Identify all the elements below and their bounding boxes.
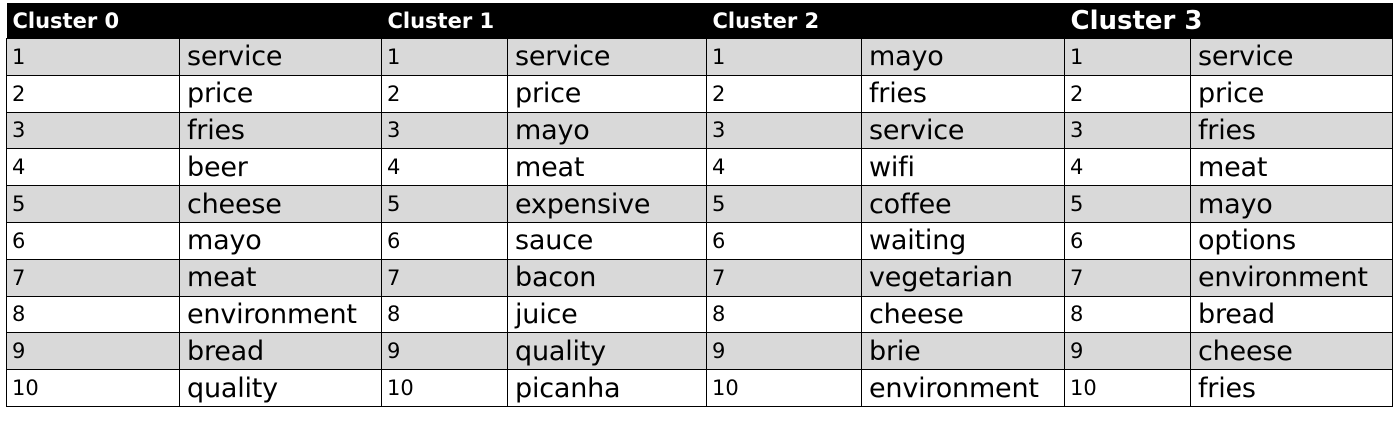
cluster-1-rank-cell: 7 <box>381 258 508 297</box>
cluster-2-header: Cluster 2 <box>706 3 1065 39</box>
cluster-0-term-cell: environment <box>179 295 382 334</box>
cluster-3-header: Cluster 3 <box>1064 3 1393 39</box>
cluster-0-term-cell: fries <box>179 111 382 150</box>
cluster-2-term-cell: mayo <box>861 38 1065 76</box>
cluster-2-term-cell: environment <box>861 369 1065 407</box>
cluster-2-term-cell: waiting <box>861 221 1065 260</box>
cluster-0-term-cell: service <box>179 38 382 76</box>
cluster-1-rank-cell: 6 <box>381 221 508 260</box>
cluster-1-term-cell: bacon <box>507 258 707 297</box>
table-row: 2 price 2 price 2 fries 2 price <box>6 74 1394 113</box>
cluster-0-rank-cell: 5 <box>6 185 180 223</box>
cluster-0-rank-cell: 9 <box>6 332 180 371</box>
cluster-3-rank-cell: 4 <box>1064 148 1191 187</box>
cluster-0-header: Cluster 0 <box>6 3 382 39</box>
table-row: 10 quality 10 picanha 10 environment 10 fries <box>6 369 1394 407</box>
cluster-0-term-cell: cheese <box>179 185 382 223</box>
cluster-3-rank-cell: 1 <box>1064 38 1191 76</box>
cluster-2-term-cell: service <box>861 111 1065 150</box>
cluster-3-rank-cell: 5 <box>1064 185 1191 223</box>
cluster-3-term-cell: fries <box>1189 369 1394 407</box>
cluster-1-term-cell: quality <box>507 332 707 371</box>
cluster-2-rank-cell: 5 <box>706 185 862 223</box>
table-row: 6 mayo 6 sauce 6 waiting 6 options <box>6 221 1394 260</box>
cluster-1-term-cell: expensive <box>507 185 707 223</box>
cluster-1-term-cell: sauce <box>507 221 707 260</box>
table-row: 7 meat 7 bacon 7 vegetarian 7 environment <box>6 258 1394 297</box>
table-row: 3 fries 3 mayo 3 service 3 fries <box>6 111 1394 150</box>
cluster-3-rank-cell: 9 <box>1064 332 1191 371</box>
cluster-0-rank-cell: 8 <box>6 295 180 334</box>
cluster-0-rank-cell: 10 <box>6 369 180 407</box>
cluster-2-rank-cell: 9 <box>706 332 862 371</box>
cluster-1-term-cell: juice <box>507 295 707 334</box>
table-body: 1 service 1 service 1 mayo 1 service 2 price 2 pric… <box>6 38 1394 407</box>
cluster-3-rank-cell: 6 <box>1064 221 1191 260</box>
cluster-1-term-cell: meat <box>507 148 707 187</box>
header-row: Cluster 0 Cluster 1 Cluster 2 Cluster 3 <box>6 3 1393 39</box>
cluster-2-rank-cell: 8 <box>706 295 862 334</box>
cluster-0-rank-cell: 4 <box>6 148 180 187</box>
cluster-3-rank-cell: 8 <box>1064 295 1191 334</box>
cluster-2-rank-cell: 6 <box>706 221 862 260</box>
cluster-0-rank-cell: 1 <box>6 38 180 76</box>
cluster-3-rank-cell: 7 <box>1064 258 1191 297</box>
cluster-1-rank-cell: 1 <box>381 38 508 76</box>
cluster-3-term-cell: service <box>1189 38 1394 76</box>
cluster-0-rank-cell: 3 <box>6 111 180 150</box>
cluster-3-rank-cell: 3 <box>1064 111 1191 150</box>
cluster-3-term-cell: environment <box>1189 258 1394 297</box>
cluster-2-rank-cell: 7 <box>706 258 862 297</box>
table-row: 1 service 1 service 1 mayo 1 service <box>6 38 1394 76</box>
cluster-2-rank-cell: 4 <box>706 148 862 187</box>
cluster-0-rank-cell: 6 <box>6 221 180 260</box>
cluster-2-rank-cell: 10 <box>706 369 862 407</box>
cluster-1-rank-cell: 8 <box>381 295 508 334</box>
cluster-3-term-cell: cheese <box>1189 332 1394 371</box>
cluster-1-rank-cell: 3 <box>381 111 508 150</box>
table-row: 5 cheese 5 expensive 5 coffee 5 mayo <box>6 185 1394 223</box>
cluster-2-term-cell: fries <box>861 74 1065 113</box>
table-row: 4 beer 4 meat 4 wifi 4 meat <box>6 148 1394 187</box>
cluster-0-term-cell: beer <box>179 148 382 187</box>
cluster-1-term-cell: service <box>507 38 707 76</box>
cluster-1-rank-cell: 2 <box>381 74 508 113</box>
cluster-1-term-cell: price <box>507 74 707 113</box>
cluster-2-term-cell: coffee <box>861 185 1065 223</box>
cluster-0-term-cell: meat <box>179 258 382 297</box>
cluster-1-rank-cell: 4 <box>381 148 508 187</box>
cluster-3-term-cell: options <box>1189 221 1394 260</box>
cluster-2-term-cell: brie <box>861 332 1065 371</box>
cluster-1-term-cell: mayo <box>507 111 707 150</box>
cluster-0-term-cell: price <box>179 74 382 113</box>
cluster-0-term-cell: mayo <box>179 221 382 260</box>
cluster-2-rank-cell: 2 <box>706 74 862 113</box>
cluster-3-term-cell: meat <box>1189 148 1394 187</box>
cluster-0-rank-cell: 7 <box>6 258 180 297</box>
cluster-3-rank-cell: 2 <box>1064 74 1191 113</box>
cluster-0-term-cell: bread <box>179 332 382 371</box>
cluster-2-rank-cell: 1 <box>706 38 862 76</box>
cluster-3-term-cell: mayo <box>1189 185 1394 223</box>
cluster-2-rank-cell: 3 <box>706 111 862 150</box>
cluster-1-header: Cluster 1 <box>381 3 707 39</box>
cluster-1-rank-cell: 10 <box>381 369 508 407</box>
cluster-terms-table: Cluster 0 Cluster 1 Cluster 2 Cluster 3 … <box>6 3 1394 407</box>
cluster-3-rank-cell: 10 <box>1064 369 1191 407</box>
cluster-3-term-cell: bread <box>1189 295 1394 334</box>
cluster-1-rank-cell: 5 <box>381 185 508 223</box>
cluster-3-term-cell: price <box>1189 74 1394 113</box>
cluster-0-rank-cell: 2 <box>6 74 180 113</box>
cluster-3-term-cell: fries <box>1189 111 1394 150</box>
table-row: 9 bread 9 quality 9 brie 9 cheese <box>6 332 1394 371</box>
cluster-1-term-cell: picanha <box>507 369 707 407</box>
cluster-1-rank-cell: 9 <box>381 332 508 371</box>
table-row: 8 environment 8 juice 8 cheese 8 bread <box>6 295 1394 334</box>
cluster-0-term-cell: quality <box>179 369 382 407</box>
cluster-2-term-cell: wifi <box>861 148 1065 187</box>
cluster-2-term-cell: cheese <box>861 295 1065 334</box>
cluster-2-term-cell: vegetarian <box>861 258 1065 297</box>
